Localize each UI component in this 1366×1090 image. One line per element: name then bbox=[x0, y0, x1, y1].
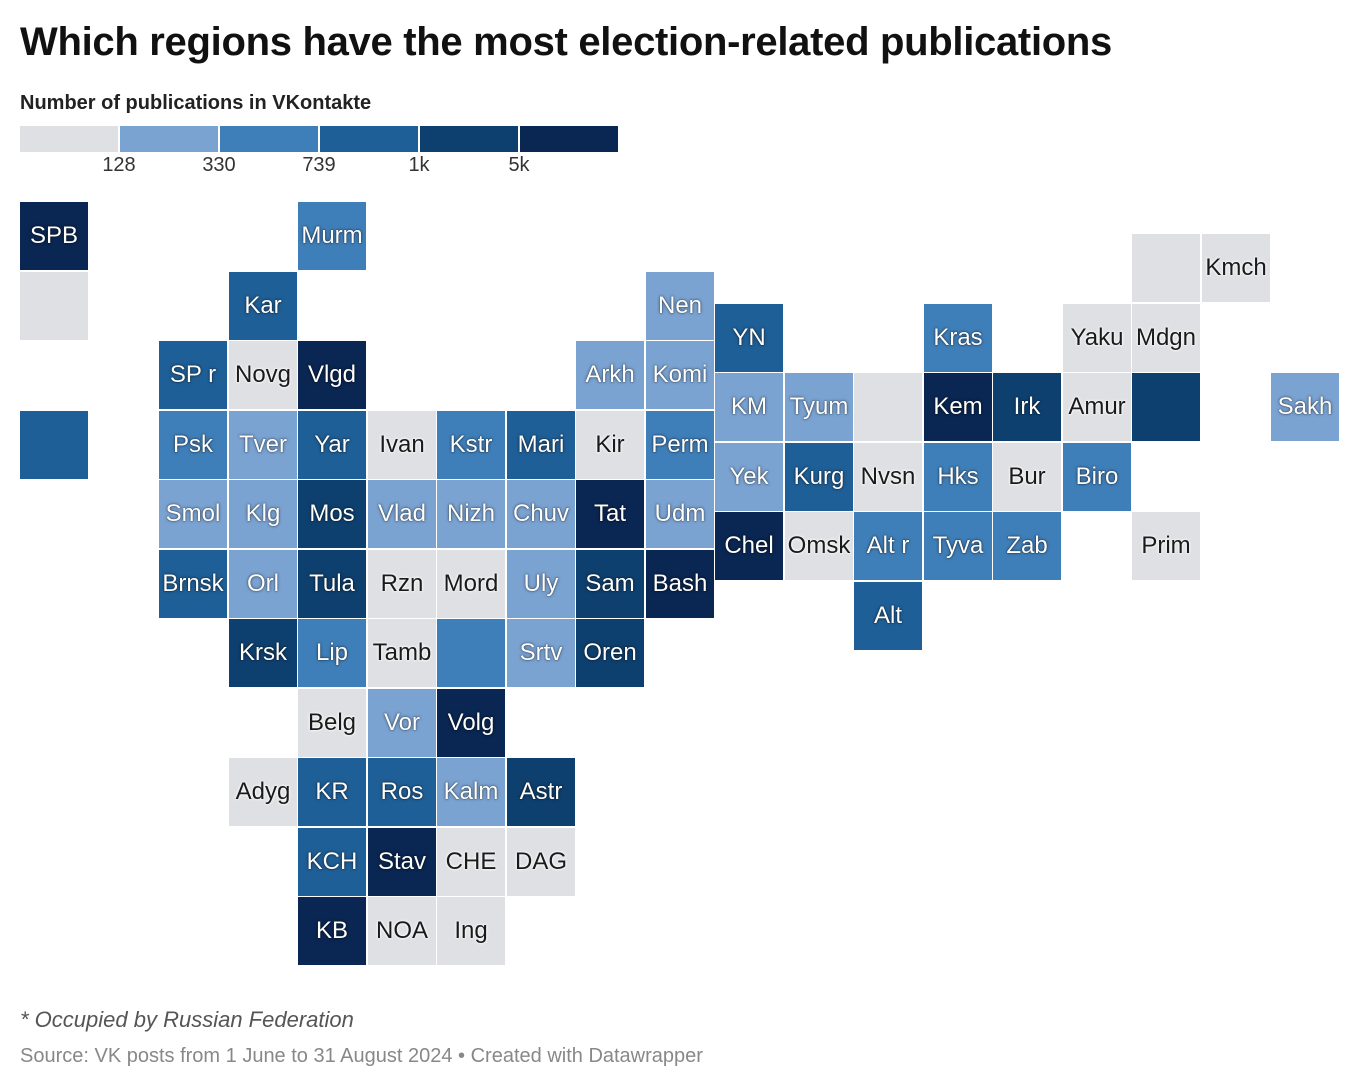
region-tile[interactable]: CHE bbox=[437, 828, 505, 896]
footnote: * Occupied by Russian Federation bbox=[20, 1007, 354, 1032]
region-tile[interactable]: Hks bbox=[924, 443, 992, 511]
region-tile[interactable]: Mdgn bbox=[1132, 304, 1200, 372]
legend-tick-label: 128 bbox=[102, 154, 136, 176]
region-tile[interactable]: Yar bbox=[298, 411, 366, 479]
region-tile[interactable]: Arkh bbox=[576, 341, 644, 409]
region-tile[interactable]: Bash bbox=[646, 550, 714, 618]
region-tile[interactable]: Belg bbox=[298, 689, 366, 757]
legend-bin bbox=[20, 126, 118, 152]
region-tile[interactable]: KCH bbox=[298, 828, 366, 896]
region-tile[interactable] bbox=[20, 411, 88, 479]
region-tile[interactable]: Kstr bbox=[437, 411, 505, 479]
region-tile[interactable]: Mari bbox=[507, 411, 575, 479]
region-tile[interactable]: Nvsn bbox=[854, 443, 922, 511]
region-tile[interactable]: Kras bbox=[924, 304, 992, 372]
region-tile[interactable]: Kurg bbox=[785, 443, 853, 511]
region-tile[interactable]: Zab bbox=[993, 512, 1061, 580]
region-tile[interactable]: Oren bbox=[576, 619, 644, 687]
source-line: Source: VK posts from 1 June to 31 Augus… bbox=[20, 1045, 703, 1067]
region-tile[interactable]: Vlad bbox=[368, 480, 436, 548]
legend-tick-label: 5k bbox=[508, 154, 530, 176]
legend-tick-label: 330 bbox=[202, 154, 236, 176]
region-tile[interactable] bbox=[20, 272, 88, 340]
region-tile[interactable]: Bur bbox=[993, 443, 1061, 511]
region-tile[interactable]: Kem bbox=[924, 373, 992, 441]
region-tile[interactable]: Omsk bbox=[785, 512, 853, 580]
region-tile[interactable]: Novg bbox=[229, 341, 297, 409]
region-tile[interactable]: Kir bbox=[576, 411, 644, 479]
region-tile[interactable]: Ing bbox=[437, 897, 505, 965]
region-tile[interactable]: SPB bbox=[20, 202, 88, 270]
region-tile[interactable]: Orl bbox=[229, 550, 297, 618]
region-tile[interactable]: Nen bbox=[646, 272, 714, 340]
region-tile[interactable]: Tver bbox=[229, 411, 297, 479]
region-tile[interactable]: Stav bbox=[368, 828, 436, 896]
legend-bin bbox=[420, 126, 518, 152]
region-tile[interactable]: Rzn bbox=[368, 550, 436, 618]
legend-bin bbox=[220, 126, 318, 152]
region-tile[interactable]: Vlgd bbox=[298, 341, 366, 409]
region-tile[interactable]: Mos bbox=[298, 480, 366, 548]
region-tile[interactable]: Adyg bbox=[229, 758, 297, 826]
region-tile[interactable]: KB bbox=[298, 897, 366, 965]
legend-bin bbox=[520, 126, 618, 152]
region-tile[interactable]: Astr bbox=[507, 758, 575, 826]
legend-tick-label: 1k bbox=[408, 154, 430, 176]
region-tile[interactable]: Amur bbox=[1063, 373, 1131, 441]
region-tile[interactable]: Sakh bbox=[1271, 373, 1339, 441]
region-tile[interactable]: Irk bbox=[993, 373, 1061, 441]
region-tile[interactable]: Tula bbox=[298, 550, 366, 618]
region-tile[interactable]: Komi bbox=[646, 341, 714, 409]
region-tile[interactable]: Tamb bbox=[368, 619, 436, 687]
region-tile[interactable]: Lip bbox=[298, 619, 366, 687]
region-tile[interactable]: Psk bbox=[159, 411, 227, 479]
region-tile[interactable]: Chel bbox=[715, 512, 783, 580]
region-tile[interactable]: Alt r bbox=[854, 512, 922, 580]
legend-bin bbox=[120, 126, 218, 152]
region-tile[interactable]: Prim bbox=[1132, 512, 1200, 580]
region-tile[interactable]: Tat bbox=[576, 480, 644, 548]
region-tile[interactable]: Vor bbox=[368, 689, 436, 757]
region-tile[interactable]: KM bbox=[715, 373, 783, 441]
region-tile[interactable]: Chuv bbox=[507, 480, 575, 548]
legend-bin bbox=[320, 126, 418, 152]
chart-title: Which regions have the most election-rel… bbox=[20, 20, 1112, 64]
region-tile[interactable]: Smol bbox=[159, 480, 227, 548]
region-tile[interactable]: Tyum bbox=[785, 373, 853, 441]
region-tile[interactable]: Srtv bbox=[507, 619, 575, 687]
region-tile[interactable]: Nizh bbox=[437, 480, 505, 548]
legend-tick-label: 739 bbox=[302, 154, 336, 176]
region-tile[interactable]: Kalm bbox=[437, 758, 505, 826]
region-tile[interactable]: Udm bbox=[646, 480, 714, 548]
region-tile[interactable]: Uly bbox=[507, 550, 575, 618]
region-tile[interactable] bbox=[1132, 373, 1200, 441]
region-tile[interactable] bbox=[437, 619, 505, 687]
region-tile[interactable]: Murm bbox=[298, 202, 366, 270]
region-tile[interactable]: NOA bbox=[368, 897, 436, 965]
region-tile[interactable]: Sam bbox=[576, 550, 644, 618]
region-tile[interactable]: Ros bbox=[368, 758, 436, 826]
region-tile[interactable]: YN bbox=[715, 304, 783, 372]
legend-title: Number of publications in VKontakte bbox=[20, 92, 372, 114]
region-tile[interactable]: Yek bbox=[715, 443, 783, 511]
region-tile[interactable]: Tyva bbox=[924, 512, 992, 580]
region-tile[interactable]: Ivan bbox=[368, 411, 436, 479]
region-tile[interactable]: Biro bbox=[1063, 443, 1131, 511]
region-tile[interactable] bbox=[854, 373, 922, 441]
region-tile[interactable]: Brnsk bbox=[159, 550, 227, 618]
region-tile[interactable]: Klg bbox=[229, 480, 297, 548]
region-tile[interactable]: DAG bbox=[507, 828, 575, 896]
region-tile[interactable]: Perm bbox=[646, 411, 714, 479]
region-tile[interactable]: KR bbox=[298, 758, 366, 826]
region-tile[interactable]: SP r bbox=[159, 341, 227, 409]
region-tile[interactable]: Mord bbox=[437, 550, 505, 618]
region-tile[interactable]: Volg bbox=[437, 689, 505, 757]
region-tile[interactable]: Krsk bbox=[229, 619, 297, 687]
region-tile[interactable]: Yaku bbox=[1063, 304, 1131, 372]
region-tile[interactable]: Alt bbox=[854, 582, 922, 650]
region-tile[interactable]: Kar bbox=[229, 272, 297, 340]
region-tile[interactable] bbox=[1132, 234, 1200, 302]
region-tile[interactable]: Kmch bbox=[1202, 234, 1270, 302]
